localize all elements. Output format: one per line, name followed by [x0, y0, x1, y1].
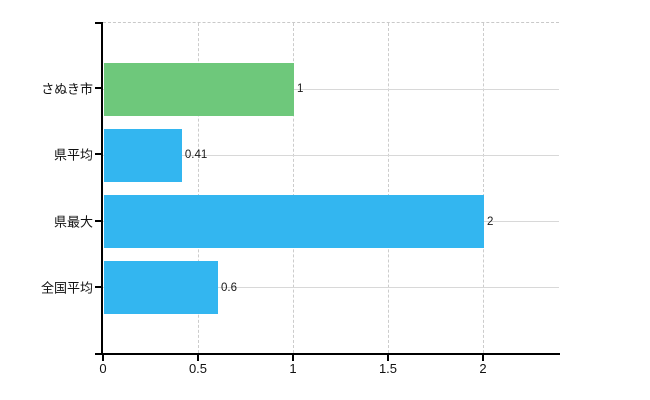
bar-1	[104, 62, 294, 116]
gridline-vertical	[197, 23, 199, 353]
category-label: 県平均	[53, 147, 93, 163]
category-label: 県最大	[53, 214, 93, 230]
y-axis-tick	[95, 153, 102, 156]
category-label: 全国平均	[40, 280, 93, 296]
x-axis-line	[95, 353, 560, 355]
y-axis-tick	[95, 285, 102, 288]
gridline-vertical	[387, 23, 389, 353]
gridline-vertical	[292, 23, 294, 353]
category-label: さぬき市	[41, 81, 93, 97]
y-axis-tick	[95, 219, 102, 222]
x-axis-tick	[197, 355, 199, 361]
gridline-horizontal	[103, 88, 559, 90]
y-axis-line	[101, 22, 103, 353]
bar-4	[104, 261, 218, 315]
y-axis-top-tick	[95, 22, 102, 24]
y-axis-tick	[95, 87, 102, 90]
x-tick-label: 1	[289, 361, 297, 376]
value-label: 0.41	[184, 149, 208, 162]
x-tick-label: 0	[99, 361, 107, 376]
bar-3	[104, 195, 484, 249]
x-axis-tick	[102, 355, 104, 361]
x-axis-tick	[292, 355, 294, 361]
gridline-horizontal	[103, 154, 559, 156]
plot-area: 1 0.41 2 0.6	[103, 22, 559, 353]
x-axis-tick	[482, 355, 484, 361]
x-tick-label: 2	[479, 361, 487, 376]
x-tick-label: 0.5	[188, 361, 208, 376]
gridline-horizontal	[103, 287, 559, 289]
x-tick-label: 1.5	[378, 361, 398, 376]
x-axis-tick	[387, 355, 389, 361]
value-label: 0.6	[221, 281, 237, 294]
value-label: 1	[297, 83, 304, 96]
gridline-vertical	[482, 23, 484, 353]
value-label: 2	[487, 215, 494, 228]
bar-2	[104, 128, 182, 182]
